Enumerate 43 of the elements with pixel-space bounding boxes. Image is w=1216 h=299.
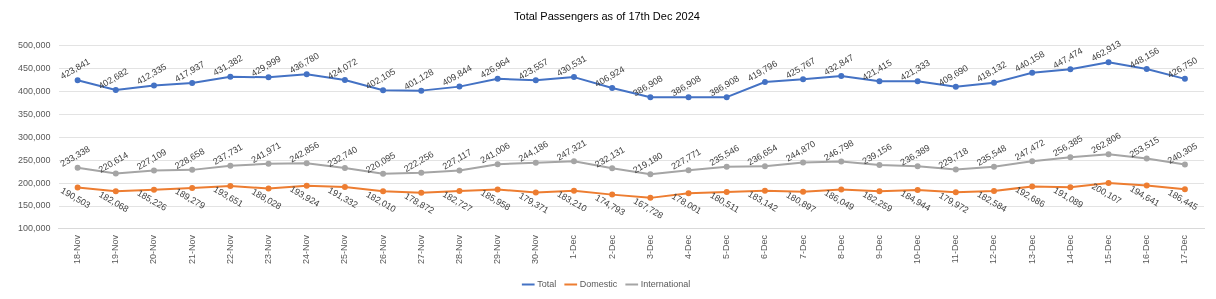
x-tick-label: 27-Nov [415, 234, 426, 264]
x-tick-label: 7-Dec [797, 234, 808, 259]
x-tick-label: 29-Nov [492, 234, 503, 264]
y-tick-label: 500,000 [17, 39, 51, 50]
x-tick-label: 15-Dec [1103, 234, 1114, 264]
y-tick-label: 200,000 [17, 177, 51, 188]
x-tick-label: 12-Dec [988, 234, 999, 264]
x-tick-label: 9-Dec [873, 234, 884, 259]
y-tick-label: 250,000 [17, 154, 51, 165]
x-tick-label: 22-Nov [224, 234, 235, 264]
x-tick-label: 13-Dec [1026, 234, 1037, 264]
x-tick-label: 11-Dec [950, 234, 961, 264]
x-tick-label: 10-Dec [912, 234, 923, 264]
x-tick-label: 21-Nov [186, 234, 197, 264]
x-tick-label: 26-Nov [377, 234, 388, 264]
x-tick-label: 25-Nov [339, 234, 350, 264]
x-tick-label: 20-Nov [148, 234, 159, 264]
x-tick-label: 23-Nov [263, 234, 274, 264]
x-tick-label: 8-Dec [835, 234, 846, 259]
x-tick-label: 30-Nov [530, 234, 541, 264]
x-tick-label: 28-Nov [453, 234, 464, 264]
x-tick-label: 14-Dec [1064, 234, 1075, 264]
x-tick-label: 1-Dec [568, 234, 579, 259]
legend-label: International [640, 278, 691, 289]
y-tick-label: 150,000 [17, 200, 51, 211]
legend-label: Total [537, 278, 557, 289]
x-tick-label: 19-Nov [110, 234, 121, 264]
x-tick-label: 24-Nov [301, 234, 312, 264]
x-tick-label: 4-Dec [683, 234, 694, 259]
x-tick-label: 5-Dec [721, 234, 732, 259]
x-tick-label: 6-Dec [759, 234, 770, 259]
y-tick-label: 350,000 [17, 108, 51, 119]
x-tick-label: 16-Dec [1141, 234, 1152, 264]
chart-title: Total Passengers as of 17th Dec 2024 [514, 9, 700, 22]
y-tick-label: 300,000 [17, 131, 51, 142]
y-tick-label: 450,000 [17, 62, 51, 73]
x-tick-label: 2-Dec [606, 234, 617, 259]
x-tick-label: 18-Nov [72, 234, 83, 264]
y-tick-label: 400,000 [17, 85, 51, 96]
y-tick-label: 100,000 [17, 223, 51, 234]
x-tick-label: 3-Dec [644, 234, 655, 259]
legend-label: Domestic [579, 278, 618, 289]
x-tick-label: 17-Dec [1179, 234, 1190, 264]
